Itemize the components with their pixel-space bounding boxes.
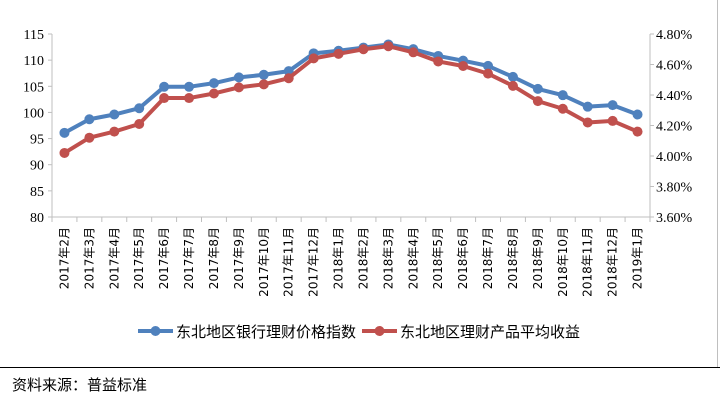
legend-label: 东北地区理财产品平均收益 [400, 323, 580, 341]
frame-border-right [717, 0, 718, 368]
y-right-tick-label: 3.80% [656, 181, 693, 196]
x-tick-label: 2017年10月 [257, 227, 271, 297]
series-2-point [433, 56, 444, 67]
x-tick-label: 2018年2月 [356, 227, 370, 289]
series-2-point [557, 103, 568, 114]
x-tick-label: 2018年5月 [431, 227, 445, 289]
series-2-point [607, 115, 618, 126]
y-left-tick-label: 85 [30, 185, 44, 200]
x-tick-label: 2017年12月 [307, 227, 321, 297]
y-left-tick-label: 90 [30, 159, 44, 174]
series-1-point [59, 127, 70, 138]
frame-border-bottom [0, 367, 720, 368]
legend-swatch-marker [374, 326, 385, 336]
x-tick-label: 2018年3月 [381, 227, 395, 289]
y-left-tick-label: 110 [24, 54, 44, 69]
series-1-point [233, 72, 244, 83]
dual-axis-line-chart: 80 85 90 95 100 105 110 115 3.60% 3.80% 4.00% 4.20%… [23, 28, 693, 341]
series-1-point [208, 78, 219, 89]
series-line-1 [63, 42, 639, 135]
x-tick-label: 2017年9月 [232, 227, 246, 289]
x-tick-label: 2018年4月 [406, 227, 420, 289]
series-1-point [283, 66, 294, 77]
y-right-tick-label: 4.80% [656, 28, 693, 43]
series-1-point [607, 100, 618, 111]
series-1-point [258, 69, 269, 80]
series-2-point [582, 117, 593, 128]
x-tick-label: 2017年2月 [57, 227, 71, 289]
x-tick-label: 2017年6月 [157, 227, 171, 289]
series-2-point [358, 44, 369, 55]
series-2-point [159, 93, 170, 104]
y-right-tick-label: 3.60% [656, 211, 693, 226]
x-tick-label: 2019年1月 [631, 227, 645, 289]
x-tick-label: 2018年9月 [531, 227, 545, 289]
x-tick-label: 2017年8月 [207, 227, 221, 289]
y-left-tick-label: 115 [24, 28, 44, 43]
y-right-tick-label: 4.20% [656, 120, 693, 135]
series-2-point [233, 82, 244, 93]
y-left-tick-label: 100 [23, 106, 44, 121]
x-tick-label: 2018年1月 [332, 227, 346, 289]
series-1-point [134, 103, 145, 114]
series-1-point [159, 81, 170, 92]
series-1-point [582, 101, 593, 112]
series-1-point [109, 109, 120, 120]
series-1-point [557, 90, 568, 101]
x-tick-label: 2017年3月 [82, 227, 96, 289]
y-left-tick-label: 80 [30, 211, 44, 226]
x-tick-label: 2017年7月 [182, 227, 196, 289]
series-2-point [333, 48, 344, 59]
series-1-point [632, 109, 643, 120]
y-left-tick-label: 105 [23, 80, 44, 95]
y-left-tick-label: 95 [30, 133, 44, 148]
series-1-point [532, 83, 543, 94]
x-tick-label: 2017年5月 [132, 227, 146, 289]
series-2-point [258, 79, 269, 90]
x-tick-label: 2018年11月 [581, 227, 595, 297]
series-2-point [408, 47, 419, 58]
series-2-point [483, 68, 494, 79]
series-2-point [134, 118, 145, 129]
series-2-point [184, 93, 195, 104]
y-right-tick-label: 4.00% [656, 150, 693, 165]
series-1-point [84, 114, 95, 125]
x-tick-label: 2018年10月 [556, 227, 570, 297]
series-2-point [458, 61, 469, 72]
series-2-point [383, 41, 394, 52]
x-tick-label: 2018年6月 [456, 227, 470, 289]
series-2-point [59, 147, 70, 158]
series-1-point [507, 71, 518, 82]
series-1-point [483, 60, 494, 71]
series-2-point [84, 132, 95, 143]
source-note: 资料来源：普益标准 [12, 376, 148, 394]
legend-label: 东北地区银行理财价格指数 [176, 323, 356, 341]
series-2-point [308, 53, 319, 64]
series-1-point [184, 81, 195, 92]
series-2-point [109, 126, 120, 137]
x-tick-label: 2018年8月 [506, 227, 520, 289]
y-right-tick-label: 4.40% [656, 89, 693, 104]
x-tick-label: 2018年7月 [481, 227, 495, 289]
y-right-tick-label: 4.60% [656, 59, 693, 74]
legend-swatch-marker [150, 326, 161, 336]
series-2-point [532, 96, 543, 107]
x-tick-label: 2017年11月 [282, 227, 296, 297]
series-2-point [208, 88, 219, 99]
x-tick-label: 2017年4月 [107, 227, 121, 289]
series-2-point [507, 80, 518, 91]
series-2-point [632, 126, 643, 137]
x-tick-label: 2018年12月 [606, 227, 620, 297]
series-2-point [283, 73, 294, 84]
